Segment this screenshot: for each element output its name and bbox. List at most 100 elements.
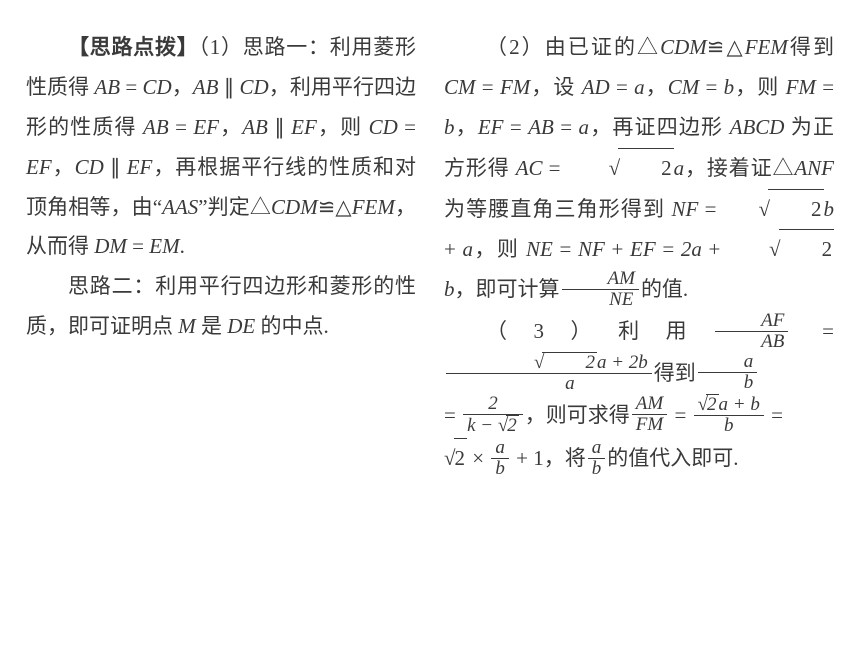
fraction: ab <box>588 438 606 479</box>
right-column: （2）由已证的△CDM≌△FEM得到 CM = FM，设 AD = a，CM =… <box>430 28 834 625</box>
t: ，则 <box>317 115 369 139</box>
v: AB <box>528 115 554 139</box>
v: FEM <box>352 195 395 219</box>
v: CM <box>444 75 476 99</box>
v: ABCD <box>730 115 785 139</box>
v: b <box>444 115 455 139</box>
v: FM <box>786 75 816 99</box>
t: + 1 <box>516 446 544 470</box>
congruent: ≌ <box>318 195 336 219</box>
sqrt: 2 <box>727 229 834 270</box>
page: 【思路点拨】（1）思路一：利用菱形性质得 AB = CD，AB ∥ CD，利用平… <box>0 0 860 645</box>
fraction: ab <box>491 438 509 479</box>
v: EF <box>26 155 52 179</box>
t: ，则可求得 <box>525 403 630 427</box>
t: ， <box>645 75 668 99</box>
v: EF <box>478 115 504 139</box>
fraction: 2a + 2ba <box>446 352 652 394</box>
v: 2a <box>681 237 702 261</box>
v: FM <box>500 75 530 99</box>
v: AB <box>242 115 268 139</box>
sqrt: 2 <box>444 438 467 479</box>
right-para-2b: = 2k − 2，则可求得AMFM = 2a + bb = <box>444 396 834 438</box>
v: b <box>444 277 455 301</box>
t: ， <box>52 155 75 179</box>
v: CD <box>143 75 172 99</box>
v: EF <box>127 155 153 179</box>
v: AD <box>582 75 610 99</box>
left-column: 【思路点拨】（1）思路一：利用菱形性质得 AB = CD，AB ∥ CD，利用平… <box>26 28 430 625</box>
t: 的值. <box>641 277 688 301</box>
v: EM <box>149 234 179 258</box>
v: FEM <box>745 35 788 59</box>
v: DE <box>227 314 255 338</box>
v: EF <box>193 115 219 139</box>
t: ， <box>455 115 478 139</box>
t: ”判定△ <box>198 195 271 219</box>
v: AB <box>193 75 219 99</box>
v: CD <box>369 115 398 139</box>
fraction: 2k − 2 <box>463 394 523 436</box>
t: = <box>766 403 783 427</box>
t: = <box>444 403 461 427</box>
t: ， <box>172 75 193 99</box>
v: CM <box>668 75 700 99</box>
parallel: ∥ <box>104 155 127 179</box>
fraction: AFAB <box>715 311 788 352</box>
v: CD <box>240 75 269 99</box>
v: b <box>724 75 735 99</box>
v: AB <box>143 115 169 139</box>
t: 的中点. <box>255 314 329 338</box>
t: ，则 <box>473 237 526 261</box>
sqrt: 2 <box>567 148 674 189</box>
t: . <box>180 234 185 258</box>
t: （3）利用 <box>486 319 713 343</box>
v: ANF <box>794 156 834 180</box>
t: △ <box>335 195 351 219</box>
v: AB <box>94 75 120 99</box>
t: ，再证四边形 <box>589 115 723 139</box>
parallel: ∥ <box>268 115 291 139</box>
t: ，将 <box>544 446 586 470</box>
v: a <box>579 115 590 139</box>
t: ，即可计算 <box>455 277 560 301</box>
fraction: 2a + bb <box>694 394 764 436</box>
v: EF <box>291 115 317 139</box>
t: 得到 <box>788 35 834 59</box>
t: ，设 <box>530 75 581 99</box>
v: a <box>634 75 645 99</box>
parallel: ∥ <box>218 75 239 99</box>
t: 是 <box>196 314 228 338</box>
t: 得到 <box>654 361 696 385</box>
left-para-1: 【思路点拨】（1）思路一：利用菱形性质得 AB = CD，AB ∥ CD，利用平… <box>26 28 416 267</box>
v: a <box>463 237 474 261</box>
v: DM <box>94 234 127 258</box>
v: b <box>824 197 835 221</box>
t: （2）由已证的△ <box>486 35 660 59</box>
fraction: AMNE <box>562 269 639 310</box>
right-para-1: （2）由已证的△CDM≌△FEM得到 CM = FM，设 AD = a，CM =… <box>444 28 834 312</box>
v: CDM <box>660 35 707 59</box>
v: NF <box>671 197 698 221</box>
v: CDM <box>271 195 318 219</box>
t: ， <box>219 115 242 139</box>
v: a <box>674 156 685 180</box>
t: ，则 <box>734 75 779 99</box>
congruent: ≌ <box>707 35 725 59</box>
t: ，接着证△ <box>684 156 794 180</box>
v: CD <box>75 155 104 179</box>
t: 为等腰直角三角形得到 <box>444 197 671 221</box>
right-para-2c: 2 × ab + 1，将ab的值代入即可. <box>444 438 834 481</box>
fraction: ab <box>698 352 758 393</box>
v: NF <box>578 237 605 261</box>
v: M <box>178 314 196 338</box>
t: 的值代入即可. <box>607 446 738 470</box>
v: EF <box>630 237 656 261</box>
left-para-2: 思路二：利用平行四边形和菱形的性质，即可证明点 M 是 DE 的中点. <box>26 267 416 347</box>
right-para-2: （3）利用AFAB = 2a + 2ba得到ab <box>444 312 834 396</box>
fraction: AMFM <box>632 394 667 435</box>
v: AC <box>516 156 543 180</box>
sqrt: 2 <box>716 189 823 230</box>
v: AAS <box>162 195 198 219</box>
v: NE <box>526 237 553 261</box>
